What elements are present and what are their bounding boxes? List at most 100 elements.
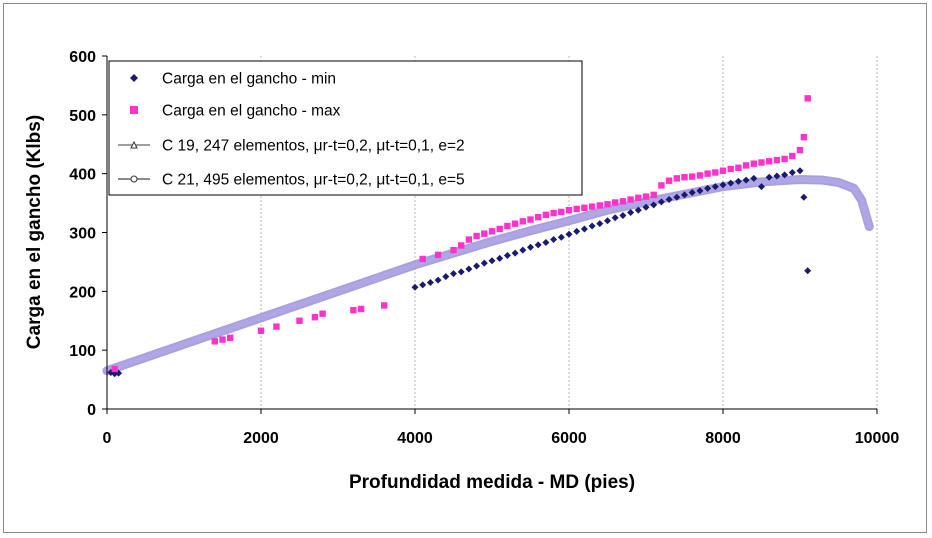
data-point: [503, 251, 511, 259]
data-point: [227, 334, 234, 342]
legend-marker: [130, 140, 138, 149]
data-point: [765, 173, 773, 181]
data-point: [350, 306, 357, 314]
data-point: [800, 193, 808, 201]
data-point: [627, 196, 634, 203]
data-point: [712, 169, 719, 176]
data-point: [612, 199, 619, 206]
data-point: [796, 146, 804, 154]
series-3: [104, 177, 872, 374]
data-point: [658, 182, 665, 189]
x-tick-labels: 0 2000 4000 6000 8000 10000: [103, 430, 900, 447]
data-point: [550, 236, 558, 244]
x-tick-label: 6000: [551, 430, 587, 447]
data-point: [688, 188, 696, 196]
data-point: [650, 201, 658, 209]
data-point: [665, 177, 673, 184]
data-point: [596, 202, 603, 209]
data-point: [635, 194, 642, 201]
data-point: [704, 170, 711, 177]
data-point: [419, 255, 426, 263]
data-point: [611, 214, 619, 222]
data-point: [488, 228, 496, 235]
series-line: [104, 177, 872, 374]
data-point: [558, 208, 565, 216]
data-point: [588, 203, 596, 210]
data-point: [411, 283, 419, 291]
data-point: [604, 217, 611, 225]
data-point: [781, 155, 788, 163]
data-point: [734, 177, 742, 185]
data-point: [311, 314, 319, 321]
data-point: [604, 201, 611, 208]
data-point: [573, 205, 580, 213]
data-point: [473, 232, 480, 240]
y-tick-label: 0: [87, 402, 96, 419]
data-point: [565, 206, 573, 214]
legend: Carga en el gancho - min Carga en el ganc…: [108, 60, 583, 196]
data-point: [534, 241, 542, 249]
data-point: [804, 267, 812, 275]
data-point: [681, 191, 688, 199]
data-point: [804, 95, 811, 102]
data-point: [619, 211, 627, 219]
data-point: [434, 251, 442, 259]
series-1: [111, 95, 811, 373]
y-tick-label: 400: [69, 167, 96, 184]
data-point: [542, 239, 550, 247]
y-tick-label: 600: [69, 49, 96, 66]
y-tick-label: 500: [69, 108, 96, 125]
data-point: [800, 133, 808, 141]
legend-entry: Carga en el gancho - max: [130, 103, 341, 120]
data-point: [496, 254, 504, 262]
data-point: [273, 323, 280, 330]
y-tick-label: 200: [69, 284, 96, 301]
data-point: [727, 165, 734, 173]
y-tick-label: 100: [69, 343, 96, 360]
series-layer: [102, 95, 874, 378]
data-point: [596, 220, 604, 228]
legend-label: C 19, 247 elementos, μr-t=0,2, μt-t=0,1,…: [162, 138, 465, 155]
legend-marker: [130, 175, 138, 183]
x-tick-label: 2000: [243, 430, 279, 447]
data-point: [781, 171, 789, 179]
data-point: [788, 168, 796, 176]
x-tick-label: 8000: [705, 430, 741, 447]
data-point: [581, 204, 588, 211]
data-point: [742, 162, 750, 169]
data-point: [704, 184, 712, 192]
data-point: [750, 160, 757, 167]
data-point: [573, 227, 581, 235]
data-point: [665, 196, 673, 204]
data-point: [488, 257, 496, 265]
data-point: [627, 208, 635, 216]
data-point: [511, 220, 519, 227]
legend-label: Carga en el gancho - max: [162, 103, 341, 120]
y-axis-title: Carga en el gancho (Klbs): [24, 115, 45, 349]
data-point: [496, 225, 503, 233]
data-point: [442, 273, 450, 281]
legend-marker: [130, 74, 138, 82]
data-point: [257, 327, 265, 334]
data-point: [565, 230, 573, 238]
data-point: [711, 183, 719, 191]
data-point: [642, 193, 650, 200]
data-point: [465, 265, 473, 273]
data-point: [634, 206, 642, 214]
data-point: [426, 279, 434, 287]
data-point: [796, 167, 804, 175]
data-point: [434, 276, 442, 284]
data-point: [357, 305, 365, 313]
data-point: [580, 225, 588, 233]
legend-label: C 21, 495 elementos, μr-t=0,2, μt-t=0,1,…: [162, 172, 465, 189]
data-point: [535, 214, 542, 221]
data-point: [450, 246, 457, 254]
data-point: [219, 336, 226, 343]
data-point: [642, 203, 650, 211]
data-point: [789, 152, 796, 160]
data-point: [696, 172, 704, 179]
data-point: [457, 268, 465, 276]
data-point: [527, 243, 534, 251]
data-point: [519, 218, 526, 225]
